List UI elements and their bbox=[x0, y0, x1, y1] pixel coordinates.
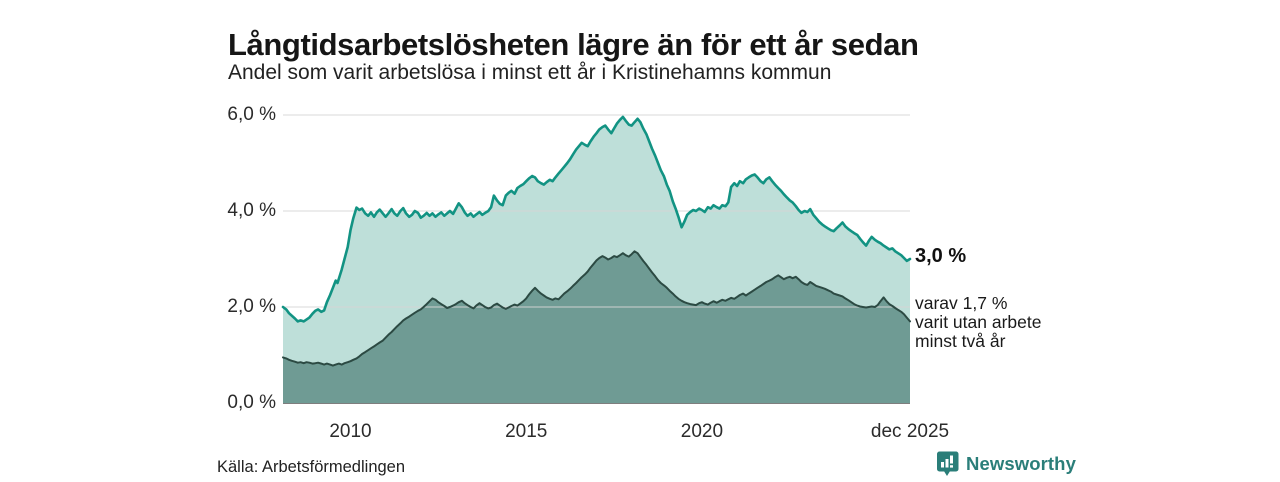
x-axis-tick-label: 2020 bbox=[680, 421, 724, 442]
source-note: Källa: Arbetsförmedlingen bbox=[217, 458, 406, 476]
y-axis-tick-label: 6,0 % bbox=[227, 104, 276, 125]
end-sublabel-line: varav 1,7 % bbox=[915, 293, 1008, 313]
end-sublabel-line: minst två år bbox=[915, 330, 1006, 351]
end-value-sublabel: varav 1,7 % varit utan arbete minst två … bbox=[915, 294, 1041, 351]
x-axis-tick-label: 2010 bbox=[329, 421, 372, 442]
end-value-label: 3,0 % bbox=[915, 245, 967, 267]
x-axis-tick-label: 2015 bbox=[505, 421, 548, 442]
x-axis-tick-label: dec 2025 bbox=[870, 421, 950, 442]
newsworthy-chart-bubble-icon bbox=[936, 451, 959, 477]
end-sublabel-line: varit utan arbete bbox=[915, 311, 1042, 332]
y-axis-tick-label: 2,0 % bbox=[227, 296, 276, 317]
y-axis-tick-label: 0,0 % bbox=[227, 392, 276, 413]
y-axis-tick-label: 4,0 % bbox=[227, 200, 276, 221]
page-title: Långtidsarbetslösheten lägre än för ett … bbox=[228, 26, 919, 62]
chart-subtitle: Andel som varit arbetslösa i minst ett å… bbox=[228, 61, 832, 84]
newsworthy-logo: Newsworthy bbox=[936, 451, 1076, 477]
newsworthy-wordmark: Newsworthy bbox=[966, 453, 1076, 474]
